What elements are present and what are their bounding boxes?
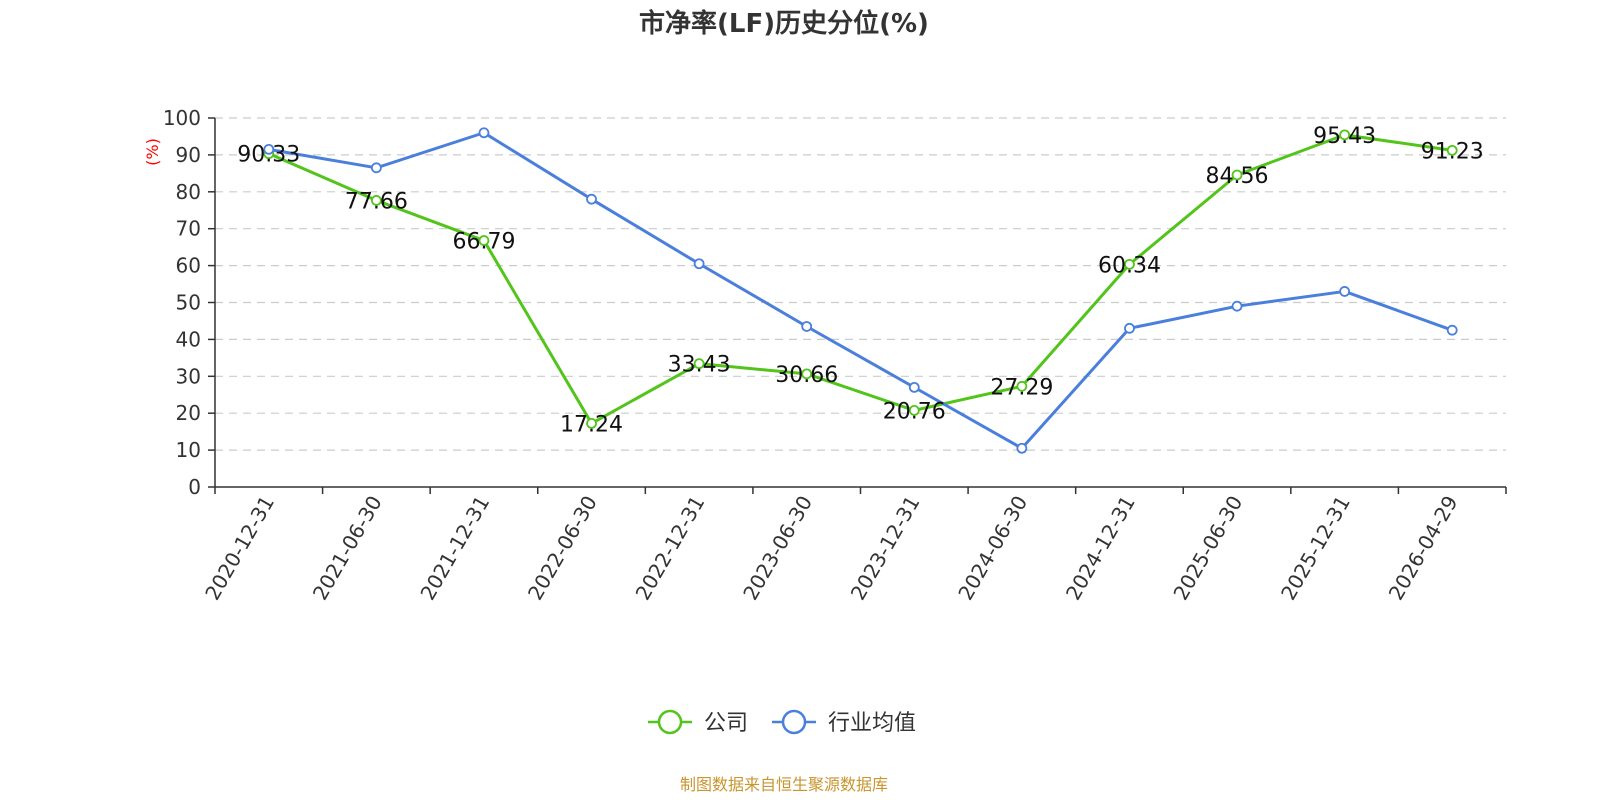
legend-label: 公司 bbox=[704, 711, 748, 736]
y-tick-label: 20 bbox=[176, 401, 201, 425]
y-tick-label: 0 bbox=[188, 475, 201, 499]
y-tick-label: 80 bbox=[176, 180, 201, 204]
x-tick-label: 2025-12-31 bbox=[1276, 492, 1355, 605]
x-tick-label: 2023-06-30 bbox=[738, 492, 817, 605]
y-tick-label: 50 bbox=[176, 291, 201, 315]
axes: 0 10 20 30 40 50 60 70 80 90 100 2020-12-31 2021-06-… bbox=[163, 106, 1507, 605]
chart-title: 市净率(LF)历史分位(%) bbox=[639, 8, 929, 39]
data-label: 33.43 bbox=[668, 353, 731, 378]
y-tick-label: 60 bbox=[176, 254, 201, 278]
y-tick-label: 40 bbox=[176, 327, 201, 351]
y-axis-label: (%) bbox=[143, 138, 162, 166]
x-tick-label: 2021-12-31 bbox=[415, 492, 494, 605]
x-tick-label: 2026-04-29 bbox=[1384, 492, 1463, 605]
data-point bbox=[586, 417, 597, 429]
data-point bbox=[586, 193, 597, 205]
y-tick-label: 30 bbox=[176, 364, 201, 388]
y-tick-label: 90 bbox=[176, 143, 201, 167]
data-label: 66.79 bbox=[452, 230, 515, 255]
data-point bbox=[1124, 258, 1135, 270]
data-point bbox=[801, 368, 813, 380]
series-company bbox=[263, 129, 1458, 429]
series-industry-average bbox=[263, 127, 1458, 454]
data-label: 27.29 bbox=[990, 375, 1053, 400]
data-point bbox=[1231, 169, 1243, 181]
x-tick-label: 2024-06-30 bbox=[953, 492, 1032, 605]
data-point bbox=[1446, 324, 1458, 336]
x-tick-label: 2021-06-30 bbox=[308, 492, 387, 605]
series-layer bbox=[263, 127, 1458, 454]
data-label: 60.34 bbox=[1098, 253, 1161, 278]
data-point bbox=[908, 404, 920, 416]
legend-label: 行业均值 bbox=[828, 711, 916, 736]
data-point bbox=[1016, 380, 1028, 392]
data-point bbox=[693, 358, 705, 370]
data-point bbox=[693, 258, 705, 270]
x-tick-label: 2022-12-31 bbox=[631, 492, 710, 605]
y-tick-label: 70 bbox=[176, 217, 201, 241]
data-label: 90.33 bbox=[237, 143, 300, 168]
data-point bbox=[1016, 442, 1028, 454]
data-label: 20.76 bbox=[883, 399, 946, 424]
data-label: 77.66 bbox=[345, 189, 408, 214]
data-point bbox=[1339, 129, 1351, 141]
x-tick-label: 2020-12-31 bbox=[200, 492, 279, 605]
data-label: 84.56 bbox=[1206, 164, 1269, 189]
data-point bbox=[1446, 144, 1458, 156]
data-point bbox=[1231, 300, 1243, 312]
y-tick-label: 10 bbox=[176, 438, 201, 462]
data-point bbox=[1339, 286, 1351, 297]
data-label: 17.24 bbox=[560, 412, 623, 437]
data-point bbox=[370, 162, 382, 174]
data-point bbox=[908, 381, 920, 393]
legend-item: 公司 bbox=[648, 709, 748, 736]
grid-lines bbox=[215, 117, 1506, 451]
data-point bbox=[801, 321, 813, 332]
data-point bbox=[263, 143, 275, 155]
data-label: 95.43 bbox=[1313, 124, 1376, 149]
legend-marker bbox=[781, 709, 807, 735]
data-point bbox=[478, 235, 490, 246]
series-line bbox=[268, 133, 1453, 425]
legend-marker bbox=[657, 709, 683, 735]
series-line bbox=[268, 131, 1453, 450]
data-labels: 90.33 77.66 66.79 17.24 33.43 30.66 20.76 27.29… bbox=[237, 124, 1483, 438]
x-tick-label: 2025-06-30 bbox=[1168, 492, 1247, 605]
source-note: 制图数据来自恒生聚源数据库 bbox=[680, 775, 888, 794]
x-tick-label: 2024-12-31 bbox=[1061, 492, 1140, 605]
legend-item: 行业均值 bbox=[772, 709, 916, 736]
data-label: 91.23 bbox=[1421, 139, 1484, 164]
data-point bbox=[478, 127, 490, 139]
data-point bbox=[370, 195, 382, 206]
data-point bbox=[1124, 322, 1135, 334]
data-label: 30.66 bbox=[775, 363, 838, 388]
y-tick-label: 100 bbox=[163, 106, 201, 130]
x-tick-label: 2022-06-30 bbox=[523, 492, 602, 605]
x-tick-label: 2023-12-31 bbox=[846, 492, 925, 605]
legend: 公司 行业均值 bbox=[648, 709, 916, 736]
